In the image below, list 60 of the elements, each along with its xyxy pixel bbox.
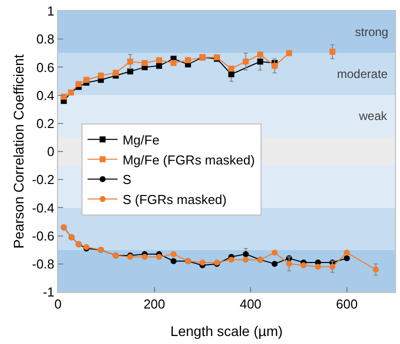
y-tick-label: 0.4 — [36, 88, 54, 103]
point — [314, 264, 321, 270]
point — [286, 260, 292, 267]
point — [372, 266, 379, 273]
point — [329, 48, 336, 55]
point — [170, 258, 177, 264]
legend-label: Mg/Fe (FGRs masked) — [122, 152, 255, 168]
legend-label: Mg/Fe — [122, 132, 160, 148]
point — [228, 66, 234, 72]
y-tick-label: 1 — [47, 4, 54, 19]
band-label: strong — [355, 25, 388, 39]
point — [272, 62, 278, 69]
point — [142, 254, 148, 260]
point — [184, 57, 191, 64]
point — [344, 250, 350, 256]
y-tick-label: -0.8 — [32, 256, 54, 272]
point — [156, 62, 162, 69]
y-tick-label: 0.6 — [36, 60, 54, 75]
point — [344, 255, 350, 262]
point — [170, 251, 177, 258]
point — [199, 260, 206, 266]
band-label: moderate — [337, 67, 388, 81]
y-tick-label: -1 — [42, 284, 54, 300]
legend-label: S (FGRs masked) — [122, 192, 227, 208]
y-axis-title: Pearson Correlation Coefficient — [10, 54, 27, 249]
y-tick-label: -0.2 — [32, 172, 54, 188]
point — [242, 256, 249, 263]
legend-label: S — [122, 172, 132, 188]
x-tick-label: 400 — [240, 296, 262, 312]
x-tick-label: 200 — [143, 296, 166, 312]
y-tick-label: -0.4 — [32, 200, 54, 216]
point — [60, 94, 67, 100]
y-tick-label: 0.2 — [36, 116, 54, 131]
point — [272, 260, 278, 267]
point — [242, 58, 249, 65]
point — [257, 52, 264, 58]
x-axis-title: Length scale (µm) — [170, 322, 283, 339]
point — [228, 256, 234, 263]
point — [127, 68, 134, 74]
point — [156, 254, 162, 260]
y-tick-label: 0 — [47, 144, 54, 160]
point — [142, 60, 148, 66]
point — [83, 76, 90, 83]
band-label: weak — [358, 109, 388, 123]
point — [170, 60, 177, 66]
y-tick-label: 0.8 — [36, 32, 54, 47]
point — [329, 264, 336, 270]
point — [98, 72, 104, 79]
point — [76, 81, 82, 88]
y-tick-label: -0.6 — [32, 228, 54, 244]
point — [228, 71, 234, 78]
point — [112, 70, 119, 76]
point — [156, 57, 162, 64]
point — [300, 262, 307, 268]
point — [272, 250, 278, 256]
point — [257, 58, 264, 65]
point — [127, 58, 134, 65]
point — [286, 50, 292, 56]
point — [242, 251, 249, 258]
x-tick-label: 600 — [336, 296, 358, 312]
